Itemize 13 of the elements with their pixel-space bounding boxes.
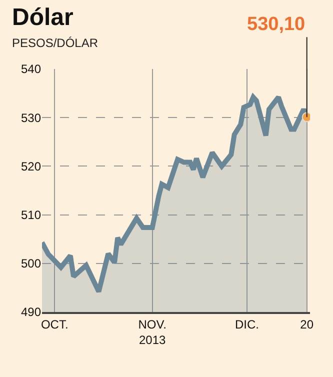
x-tick-label: NOV. 2013 — [138, 317, 166, 347]
x-tick-label: OCT. — [40, 317, 68, 332]
y-tick-label: 510 — [20, 208, 42, 222]
chart-subtitle: PESOS/DÓLAR — [12, 36, 98, 50]
y-tick-label: 490 — [20, 305, 42, 320]
y-tick-label: 500 — [20, 256, 42, 271]
y-tick-label: 530 — [20, 110, 42, 125]
y-tick-label: 520 — [20, 159, 42, 174]
x-tick-label: 20 — [300, 317, 314, 332]
x-tick-label: DIC. — [234, 317, 259, 332]
annotation: 530,10 — [247, 14, 306, 35]
chart-title: Dólar — [12, 4, 74, 31]
y-tick-label: 540 — [20, 62, 42, 76]
